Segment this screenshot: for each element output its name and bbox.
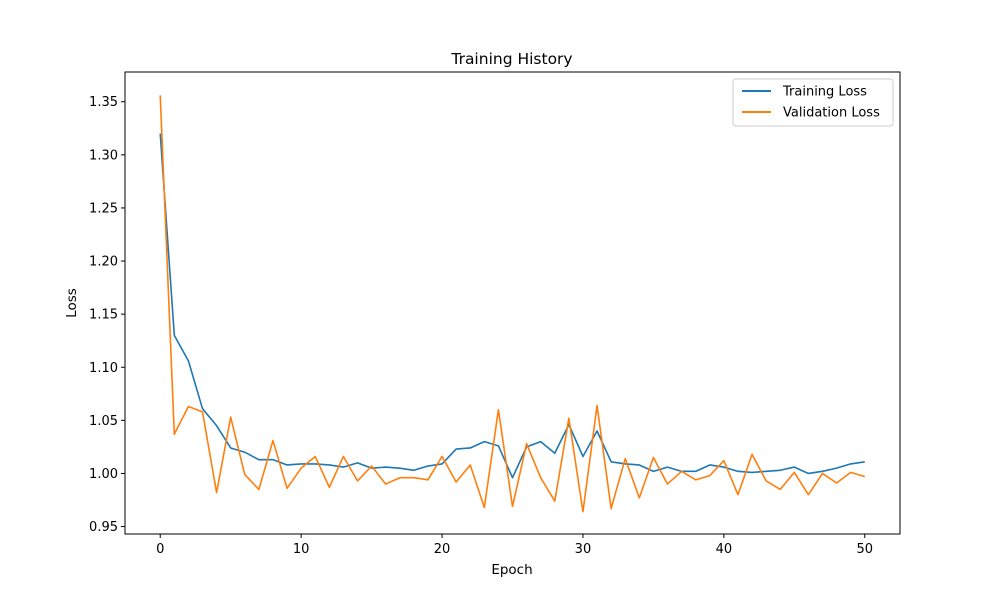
x-tick-label: 20	[434, 542, 451, 557]
x-tick-label: 0	[156, 542, 164, 557]
x-tick-label: 10	[293, 542, 310, 557]
chart-title: Training History	[450, 50, 572, 68]
legend: Training Loss Validation Loss	[732, 78, 894, 127]
y-tick-label: 1.20	[89, 255, 118, 270]
legend-label-validation-loss: Validation Loss	[783, 106, 880, 121]
y-tick-label: 1.25	[89, 201, 118, 216]
x-tick-label: 50	[856, 542, 873, 557]
series-layer	[159, 95, 866, 513]
y-axis-label: Loss	[64, 288, 80, 318]
x-tick-label: 40	[716, 542, 733, 557]
y-tick-label: 1.35	[89, 95, 118, 110]
y-axis: 0.95 1.00 1.05 1.10 1.15 1.20 1.25 1.30 1.35	[89, 95, 125, 535]
legend-label-training-loss: Training Loss	[782, 85, 867, 100]
series-line-validation-loss	[159, 95, 866, 513]
y-tick-label: 1.30	[89, 148, 118, 163]
x-tick-label: 30	[575, 542, 592, 557]
y-tick-label: 1.05	[89, 414, 118, 429]
y-tick-label: 1.10	[89, 361, 118, 376]
y-tick-label: 1.00	[89, 467, 118, 482]
legend-box	[732, 78, 894, 127]
plot-frame	[124, 71, 901, 535]
series-line-training-loss	[159, 133, 865, 479]
x-axis: 0 10 20 30 40 50	[156, 534, 873, 557]
y-tick-label: 1.15	[89, 308, 118, 323]
y-tick-label: 0.95	[89, 520, 118, 535]
x-axis-label: Epoch	[491, 562, 532, 578]
